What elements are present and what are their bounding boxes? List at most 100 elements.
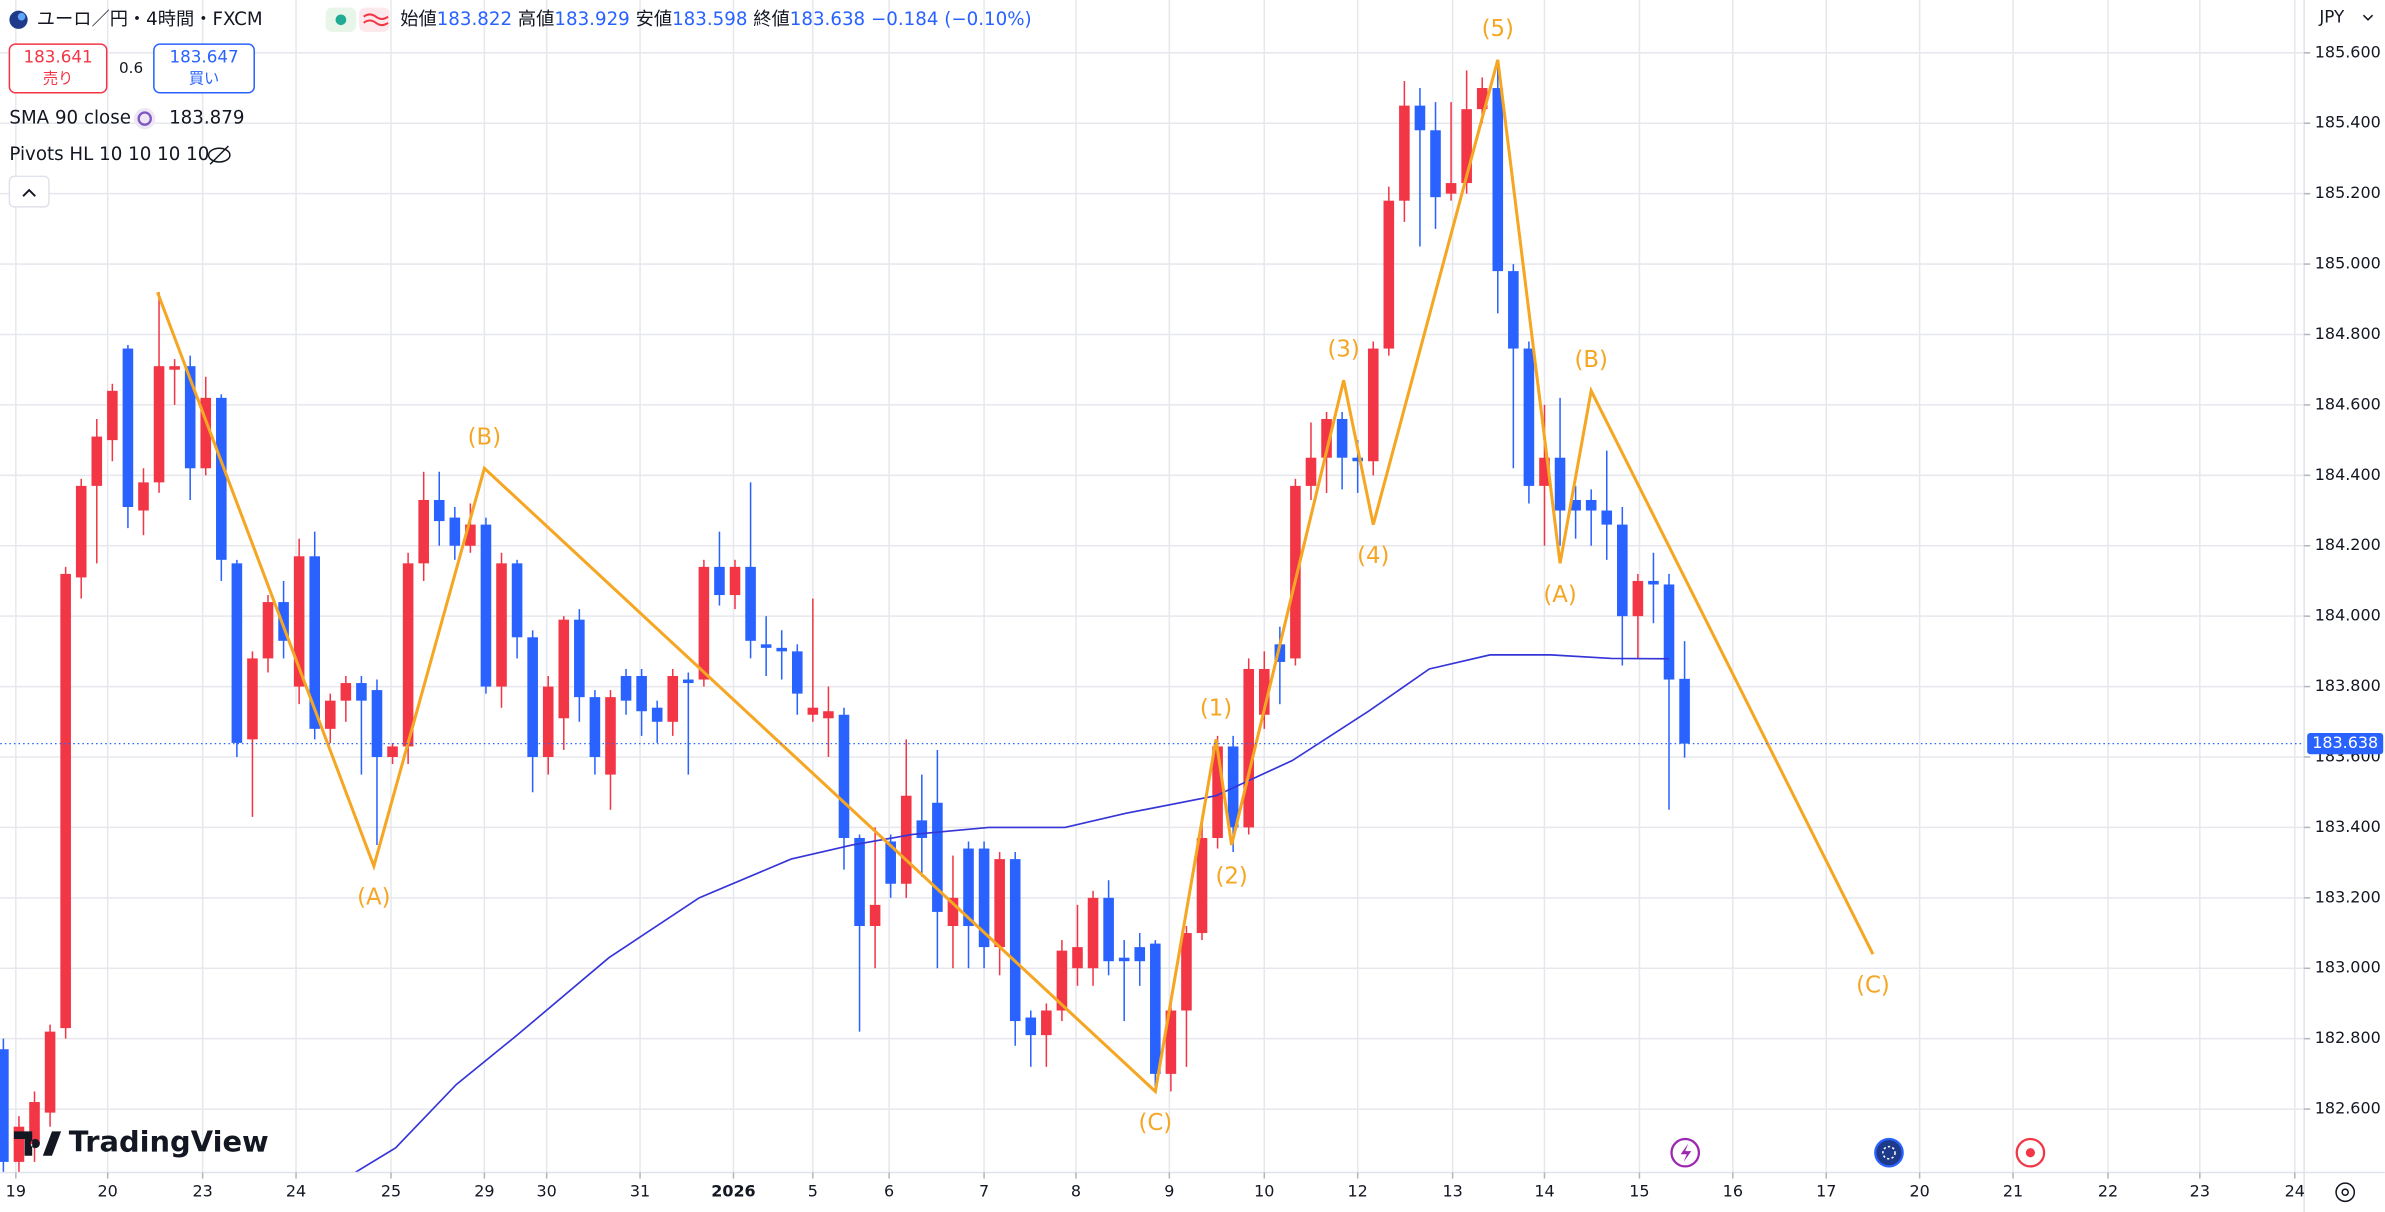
market-status-dot — [335, 14, 347, 26]
wave-label: (5) — [1482, 16, 1514, 42]
candle-body — [1305, 457, 1317, 486]
wave-label: (3) — [1328, 336, 1360, 362]
candle-body — [465, 524, 476, 546]
candle-body — [1196, 837, 1208, 934]
x-tick-label: 25 — [381, 1182, 401, 1201]
candle-body — [247, 658, 258, 740]
symbol-icon — [9, 10, 28, 29]
candle-body — [558, 619, 570, 719]
candle-body — [1492, 88, 1504, 272]
candle-body — [216, 397, 227, 560]
candle-body — [869, 904, 881, 926]
wave-label: (2) — [1215, 863, 1247, 889]
y-tick-label: 183.400 — [2315, 817, 2381, 836]
candle-body — [60, 573, 71, 1029]
candle-body — [107, 390, 118, 441]
settings-icon-center — [2341, 1188, 2349, 1197]
candle-body — [1617, 524, 1628, 617]
candle-body — [1165, 1010, 1177, 1074]
candle-body — [1290, 485, 1301, 659]
candle-body — [947, 897, 959, 926]
candle-body — [1539, 457, 1550, 486]
candle-body — [1321, 418, 1332, 458]
y-tick-label: 183.000 — [2315, 958, 2381, 977]
x-tick-label: 10 — [1254, 1182, 1274, 1201]
candle-body — [169, 366, 180, 370]
candle-body — [0, 1049, 9, 1162]
sma-name: SMA 90 close — [9, 108, 131, 129]
data-status-icon — [363, 13, 389, 27]
sell-price: 183.641 — [23, 46, 92, 66]
candle-body — [1508, 271, 1519, 349]
candle-body — [1648, 580, 1659, 585]
wave-label: (1) — [1200, 695, 1232, 721]
candle-body — [1212, 746, 1223, 838]
candle-body — [449, 517, 461, 546]
symbol-title: ユーロ／円・4時間・FXCM — [37, 9, 263, 30]
sma-icon[interactable] — [134, 107, 156, 130]
candle-body — [402, 563, 414, 747]
candle-body — [418, 499, 429, 564]
event-icon-glyph — [1882, 1145, 1896, 1160]
candle-body — [605, 697, 616, 775]
candle-body — [356, 683, 367, 701]
candle-body — [1352, 457, 1363, 462]
x-tick-label: 23 — [192, 1182, 212, 1201]
candle-body — [683, 679, 694, 684]
plot: (A) (B) (C) (1) (2) (3) (4) (5) (A) (B) (C) — [0, 16, 2305, 1174]
x-tick-label: 17 — [1816, 1182, 1836, 1201]
candle-body — [1414, 105, 1426, 131]
wave-label: (B) — [468, 424, 501, 450]
wave-label: (A) — [357, 885, 390, 911]
y-tick-label: 184.600 — [2315, 394, 2381, 413]
wave-label: (C) — [1856, 973, 1890, 999]
event-icon[interactable] — [1874, 1137, 1904, 1168]
candle-body — [324, 700, 336, 729]
x-tick-label: 8 — [1071, 1182, 1081, 1201]
data-status[interactable] — [359, 7, 390, 32]
collapse-button[interactable] — [8, 175, 50, 208]
candle-body — [122, 348, 134, 508]
open-value: 183.822 — [437, 9, 512, 30]
candle-body — [13, 1126, 25, 1162]
currency-dropdown[interactable] — [2362, 14, 2374, 21]
wave-label: (B) — [1574, 347, 1607, 373]
event-icon-glyph — [1680, 1143, 1692, 1162]
candle-body — [1570, 499, 1581, 511]
y-tick-label: 182.600 — [2315, 1099, 2381, 1118]
candle-body — [885, 841, 896, 884]
sell-button[interactable] — [8, 43, 108, 94]
high-value: 183.929 — [554, 9, 629, 30]
candle-body — [760, 644, 772, 648]
candle-body — [729, 566, 741, 596]
candle-body — [636, 676, 647, 712]
x-tick-label: 24 — [286, 1182, 306, 1201]
x-tick-label: 22 — [2098, 1182, 2118, 1201]
x-tick-label: 16 — [1723, 1182, 1743, 1201]
candle-body — [1383, 200, 1395, 349]
candle-body — [1476, 88, 1488, 110]
currency[interactable]: JPY — [2318, 7, 2345, 27]
candle-body — [231, 563, 243, 743]
x-tick-label: 30 — [537, 1182, 557, 1201]
buy-button[interactable] — [153, 43, 255, 94]
candle-body — [1554, 457, 1566, 511]
current-price-label: 183.638 — [2312, 733, 2378, 752]
pivots-name: Pivots HL 10 10 10 10 — [9, 144, 209, 165]
candle-body — [838, 714, 850, 838]
candle-body — [823, 711, 834, 719]
close-value: 183.638 — [790, 9, 865, 30]
candle-body — [138, 482, 149, 511]
candle-body — [1025, 1017, 1037, 1036]
candle-body — [200, 397, 212, 469]
candle-body — [1134, 947, 1146, 962]
x-tick-label: 2026 — [711, 1182, 755, 1201]
candle-body — [1258, 668, 1270, 715]
candle-body — [262, 602, 274, 659]
visibility-icon[interactable] — [207, 145, 231, 165]
candle-body — [1461, 109, 1472, 184]
settings-icon[interactable] — [2335, 1182, 2356, 1203]
x-tick-label: 12 — [1348, 1182, 1368, 1201]
x-tick-label: 9 — [1164, 1182, 1174, 1201]
low-label: 安値 — [636, 9, 672, 30]
